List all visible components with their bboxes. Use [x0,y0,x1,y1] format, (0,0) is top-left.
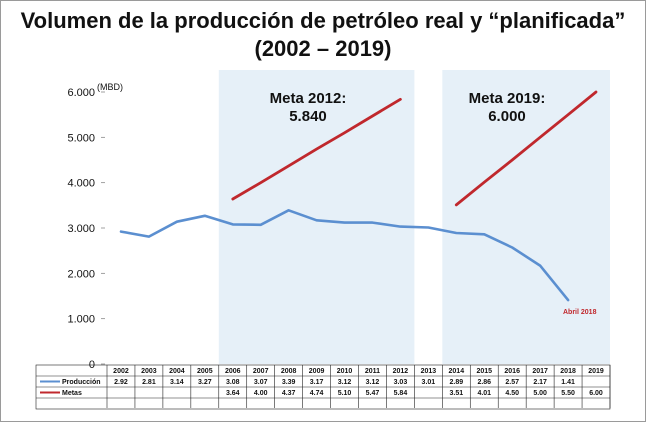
table-header-year: 2013 [421,368,437,375]
table-cell-value: 3.01 [422,379,436,386]
table-cell-value: 5.47 [366,390,380,397]
table-cell-value: 5.10 [338,390,352,397]
table-header-year: 2006 [225,368,241,375]
table-header-year: 2009 [309,368,325,375]
table-cell-value: 3.03 [394,379,408,386]
table-cell-value: 5.50 [561,390,575,397]
table-header-year: 2014 [449,368,465,375]
y-tick-label: 5.000 [67,132,95,144]
table-cell-value: 2.57 [505,379,519,386]
table-cell-value: 2.81 [142,379,156,386]
table-cell-value: 4.50 [505,390,519,397]
table-header-year: 2011 [365,368,380,375]
table-cell-value: 3.64 [226,390,240,397]
highlight-band-2 [442,70,610,364]
annotation-meta-2012-value: 5.840 [289,108,327,125]
annotation-meta-2019-label: Meta 2019: [469,90,546,107]
table-cell-value: 1.41 [561,379,575,386]
table-header-year: 2012 [393,368,409,375]
table-header-year: 2005 [197,368,213,375]
table-cell-value: 4.00 [254,390,268,397]
table-header-year: 2018 [560,368,576,375]
table-cell-value: 3.27 [198,379,212,386]
table-header-year: 2017 [532,368,548,375]
table-cell-value: 2.89 [449,379,463,386]
table-cell-value: 2.92 [114,379,128,386]
annotation-meta-2012-label: Meta 2012: [270,90,347,107]
table-cell-value: 2.86 [477,379,491,386]
chart-subtitle: (2002 – 2019) [254,36,392,61]
chart-title: Volumen de la producción de petróleo rea… [20,8,626,33]
table-header-year: 2008 [281,368,297,375]
table-cell-value: 3.14 [170,379,184,386]
series-line-metas-2 [454,90,598,207]
table-cell-value: 5.00 [533,390,547,397]
table-header-year: 2003 [141,368,157,375]
y-axis-unit-label: (MBD) [97,82,123,92]
table-cell-value: 3.17 [310,379,324,386]
table-header-year: 2015 [476,368,492,375]
table-cell-value: 3.51 [449,390,463,397]
table-header-year: 2016 [504,368,520,375]
y-tick-label: 4.000 [67,178,95,190]
legend-label-2: Metas [62,390,82,397]
table-cell-value: 6.00 [589,390,603,397]
annotation-meta-2019-value: 6.000 [488,108,526,125]
y-tick-label: 6.000 [67,87,95,99]
table-header-year: 2004 [169,368,185,375]
table-cell-value: 2.17 [533,379,547,386]
table-cell-value: 3.12 [338,379,352,386]
legend-label-1: Producción [62,379,101,386]
table-header-year: 2010 [337,368,353,375]
y-tick-label: 3.000 [67,223,95,235]
highlight-band-1 [218,70,415,364]
y-tick-label: 2.000 [67,268,95,280]
table-cell-value: 5.84 [394,390,408,397]
table-header-year: 2019 [588,368,604,375]
table-cell-value: 3.39 [282,379,296,386]
table-header-year: 2002 [113,368,129,375]
annotation-abril-2018: Abril 2018 [563,309,597,316]
y-tick-label: 1.000 [67,314,95,326]
table-cell-value: 3.08 [226,379,240,386]
table-cell-value: 4.74 [310,390,324,397]
table-cell-value: 3.12 [366,379,380,386]
table-header-year: 2007 [253,368,269,375]
table-cell-value: 4.01 [477,390,491,397]
table-cell-value: 3.07 [254,379,268,386]
table-cell-value: 4.37 [282,390,296,397]
